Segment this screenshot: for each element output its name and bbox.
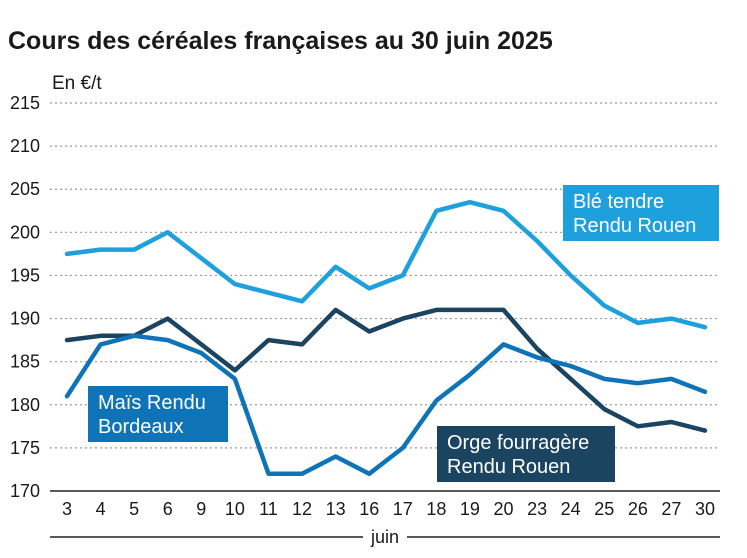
x-axis-month-label: juin xyxy=(370,527,399,547)
x-tick-label: 10 xyxy=(225,499,245,519)
series-label-text: Blé tendre xyxy=(573,191,664,213)
x-tick-label: 25 xyxy=(594,499,614,519)
x-tick-label: 18 xyxy=(426,499,446,519)
x-tick-label: 27 xyxy=(661,499,681,519)
x-tick-label: 16 xyxy=(359,499,379,519)
y-tick-label: 215 xyxy=(10,93,40,113)
x-tick-label: 19 xyxy=(460,499,480,519)
y-tick-label: 195 xyxy=(10,265,40,285)
x-tick-label: 4 xyxy=(96,499,106,519)
y-tick-label: 190 xyxy=(10,309,40,329)
y-tick-label: 175 xyxy=(10,438,40,458)
x-tick-label: 9 xyxy=(196,499,206,519)
x-tick-label: 20 xyxy=(494,499,514,519)
series-label-text: Rendu Rouen xyxy=(447,456,570,478)
y-tick-label: 170 xyxy=(10,481,40,501)
x-tick-label: 24 xyxy=(561,499,581,519)
series-label-text: Rendu Rouen xyxy=(573,215,696,237)
x-tick-label: 26 xyxy=(628,499,648,519)
x-axis-month: juin xyxy=(50,527,720,547)
chart-title: Cours des céréales françaises au 30 juin… xyxy=(8,27,553,55)
y-tick-label: 200 xyxy=(10,222,40,242)
x-tick-label: 5 xyxy=(129,499,139,519)
y-axis-unit-label: En €/t xyxy=(52,73,102,94)
series-lines xyxy=(64,199,708,477)
y-tick-label: 205 xyxy=(10,179,40,199)
series-label-box xyxy=(437,426,615,482)
x-tick-label: 30 xyxy=(695,499,715,519)
series-line-1 xyxy=(64,307,708,433)
series-label-box xyxy=(88,386,228,442)
x-tick-label: 13 xyxy=(326,499,346,519)
x-tick-label: 23 xyxy=(527,499,547,519)
x-tick-label: 11 xyxy=(259,499,278,519)
y-tick-label: 210 xyxy=(10,136,40,156)
y-axis-ticks: 170 175 180 185 190 195 200 205 210 215 xyxy=(10,93,40,501)
series-line-2 xyxy=(64,333,708,477)
series-line-0 xyxy=(64,199,708,330)
series-label-text: Orge fourragère xyxy=(447,432,589,454)
x-axis-ticks: 3 4 5 6 9 10 11 12 13 16 17 18 19 20 23 24 25 26 27 30 xyxy=(62,499,715,519)
series-label-box xyxy=(563,185,719,241)
y-tick-label: 180 xyxy=(10,395,40,415)
series-label-text: Maïs Rendu xyxy=(98,392,206,414)
x-tick-label: 17 xyxy=(393,499,413,519)
x-tick-label: 12 xyxy=(292,499,312,519)
x-tick-label: 6 xyxy=(163,499,173,519)
series-label-text: Bordeaux xyxy=(98,416,184,438)
y-tick-label: 185 xyxy=(10,352,40,372)
x-tick-label: 3 xyxy=(62,499,72,519)
